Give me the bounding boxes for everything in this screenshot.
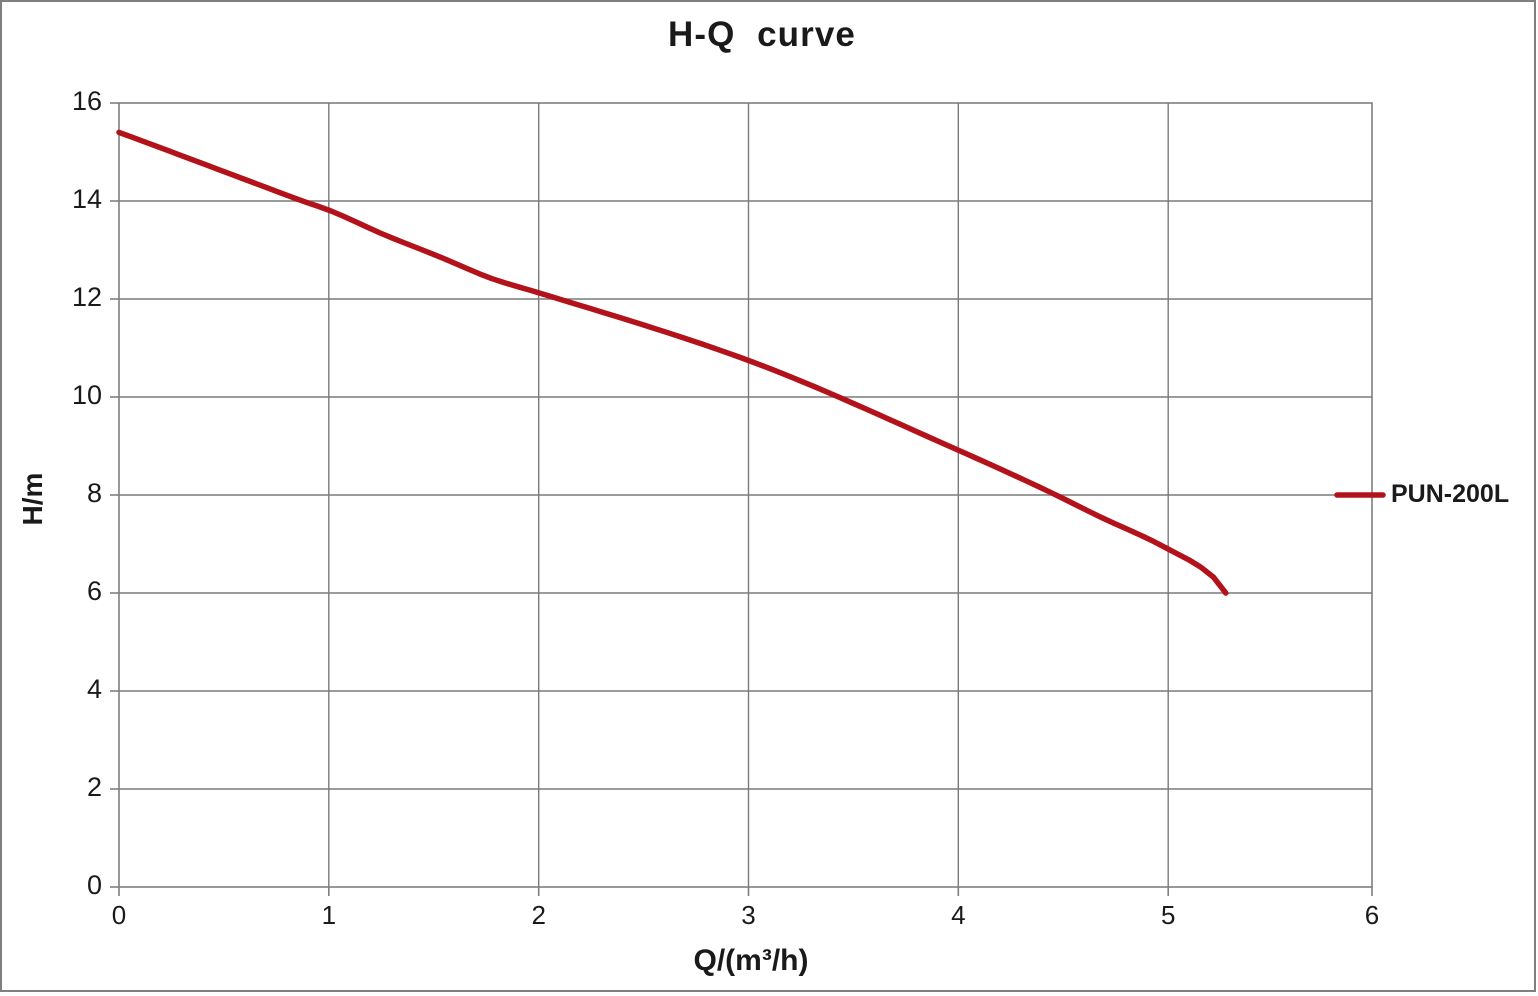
svg-text:14: 14 xyxy=(72,184,102,214)
svg-text:H/m: H/m xyxy=(17,473,48,526)
svg-text:2: 2 xyxy=(87,772,102,802)
svg-text:0: 0 xyxy=(112,900,126,930)
svg-text:4: 4 xyxy=(951,900,965,930)
svg-text:1: 1 xyxy=(322,900,336,930)
svg-text:PUN-200L: PUN-200L xyxy=(1391,480,1509,508)
svg-text:3: 3 xyxy=(741,900,755,930)
svg-text:12: 12 xyxy=(72,282,102,312)
svg-text:4: 4 xyxy=(87,674,102,704)
svg-text:10: 10 xyxy=(72,380,102,410)
svg-text:5: 5 xyxy=(1161,900,1175,930)
svg-text:6: 6 xyxy=(1365,900,1379,930)
svg-text:6: 6 xyxy=(87,576,102,606)
svg-text:8: 8 xyxy=(87,478,102,508)
svg-text:0: 0 xyxy=(87,870,102,900)
svg-text:16: 16 xyxy=(72,86,102,116)
svg-text:Q/(m³/h): Q/(m³/h) xyxy=(694,944,809,977)
svg-text:2: 2 xyxy=(531,900,545,930)
